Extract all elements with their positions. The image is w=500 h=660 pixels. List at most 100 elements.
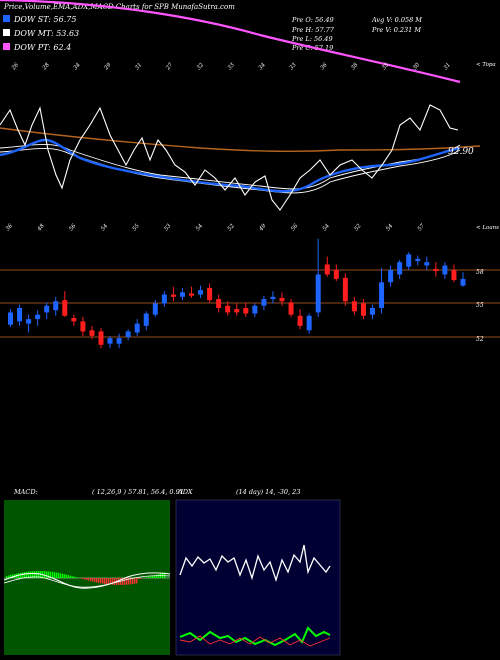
candle-body [415,258,421,262]
macd-histogram-bar [38,571,40,578]
adx-line [179,544,331,583]
macd-histogram-bar [164,572,166,578]
dow-pt-swatch [3,43,10,50]
macd-histogram-bar [94,578,96,583]
ema-short-line [0,138,461,193]
macd-histogram-bar [46,571,48,578]
candle-body [98,331,104,345]
candle-body [351,301,357,312]
macd-histogram-bar [138,578,140,580]
tick-label: 52 [227,223,236,233]
macd-histogram-bar [134,578,136,584]
tick-label: 32 [196,62,205,72]
tick-label: 28 [41,62,51,72]
macd-histogram-bar [44,571,46,578]
macd-histogram-bar [146,577,148,578]
macd-histogram-bar [122,578,124,585]
candle-body [125,331,131,337]
candle-body [252,305,258,314]
tick-label: 33 [227,62,236,72]
candle-body [161,294,167,304]
macd-histogram-bar [64,574,66,578]
adx-background [175,499,341,656]
candle-body [342,277,348,302]
macd-histogram-bar [154,575,156,578]
macd-histogram-bar [156,574,158,578]
candle-body [315,274,321,313]
macd-histogram-bar [148,576,150,578]
macd-panel: MACD: ( 12,26,9 ) 57.81, 56.4, 0.91 [3,488,184,655]
macd-histogram-bar [106,578,108,585]
macd-background [4,500,170,655]
macd-histogram-bar [70,575,72,578]
candle-body [143,313,149,326]
candle-body [62,300,68,316]
macd-histogram-bar [102,578,104,584]
tick-label: 27 [165,62,175,72]
macd-histogram-bar [126,578,128,585]
reference-lines: 58 55 52 [0,269,500,343]
macd-histogram-bar [62,573,64,578]
candle-body [324,264,330,275]
macd-histogram-bar [90,578,92,582]
macd-histogram-bar [26,571,28,578]
tick-label: 54 [322,223,331,233]
tick-label: 54 [195,223,204,233]
candle-body [225,305,231,313]
pre-high: Pre H: 57.77 [291,26,335,34]
macd-histogram-bar [20,572,22,578]
macd-histogram-bar [32,571,34,578]
macd-histogram-bar [52,571,54,578]
dow-mt-label: DOW MT: 53.63 [13,29,79,38]
tick-label: 26 [10,62,20,72]
tick-label: 34 [258,62,267,72]
macd-histogram-bar [48,571,50,578]
macd-histogram-bar [34,571,36,578]
macd-histogram-bar [10,574,12,578]
macd-histogram-bar [100,578,102,584]
candle-body [134,323,140,333]
macd-histogram-bar [76,577,78,578]
macd-histogram-bar [88,578,90,581]
candle-body [451,270,457,281]
price-line [0,104,459,211]
candle-body [442,265,448,275]
candle-body [360,303,366,316]
candle-body [44,305,50,313]
tick-label: 54 [385,223,394,233]
candle-body [35,314,41,320]
macd-histogram-bar [54,572,56,578]
candle-body [288,302,294,315]
top-panel-right-label: < Topa [476,62,496,68]
candle-body [71,318,77,322]
candle-body [297,315,303,326]
macd-histogram-bar [140,578,142,579]
tick-label: 34 [73,62,82,72]
macd-histogram-bar [98,578,100,583]
candle-body [107,338,113,344]
macd-histogram-bar [108,578,110,585]
candle-body [234,309,240,313]
candle-body [379,282,385,308]
macd-title: MACD: [13,488,38,496]
macd-histogram-bar [68,575,70,578]
macd-params: ( 12,26,9 ) 57.81, 56.4, 0.91 [92,488,184,496]
candle-body [279,297,285,302]
pre-low: Pre L: 56.49 [291,35,333,43]
tick-label: 53 [163,223,172,233]
macd-signal-line [3,575,171,588]
dow-mt-swatch [3,29,10,36]
candle-body [89,330,95,336]
candle-body [270,296,276,300]
candle-body [397,262,403,275]
tick-label: 54 [100,223,109,233]
macd-histogram-bar [152,575,154,578]
tick-label: 52 [354,223,363,233]
dow-st-swatch [3,15,10,22]
tick-label: 36 [5,223,14,233]
macd-histogram-bar [92,578,94,582]
macd-histogram-bar [74,576,76,578]
macd-histogram-bar [36,571,38,578]
macd-histogram-bar [114,578,116,585]
candle-body [152,303,158,315]
